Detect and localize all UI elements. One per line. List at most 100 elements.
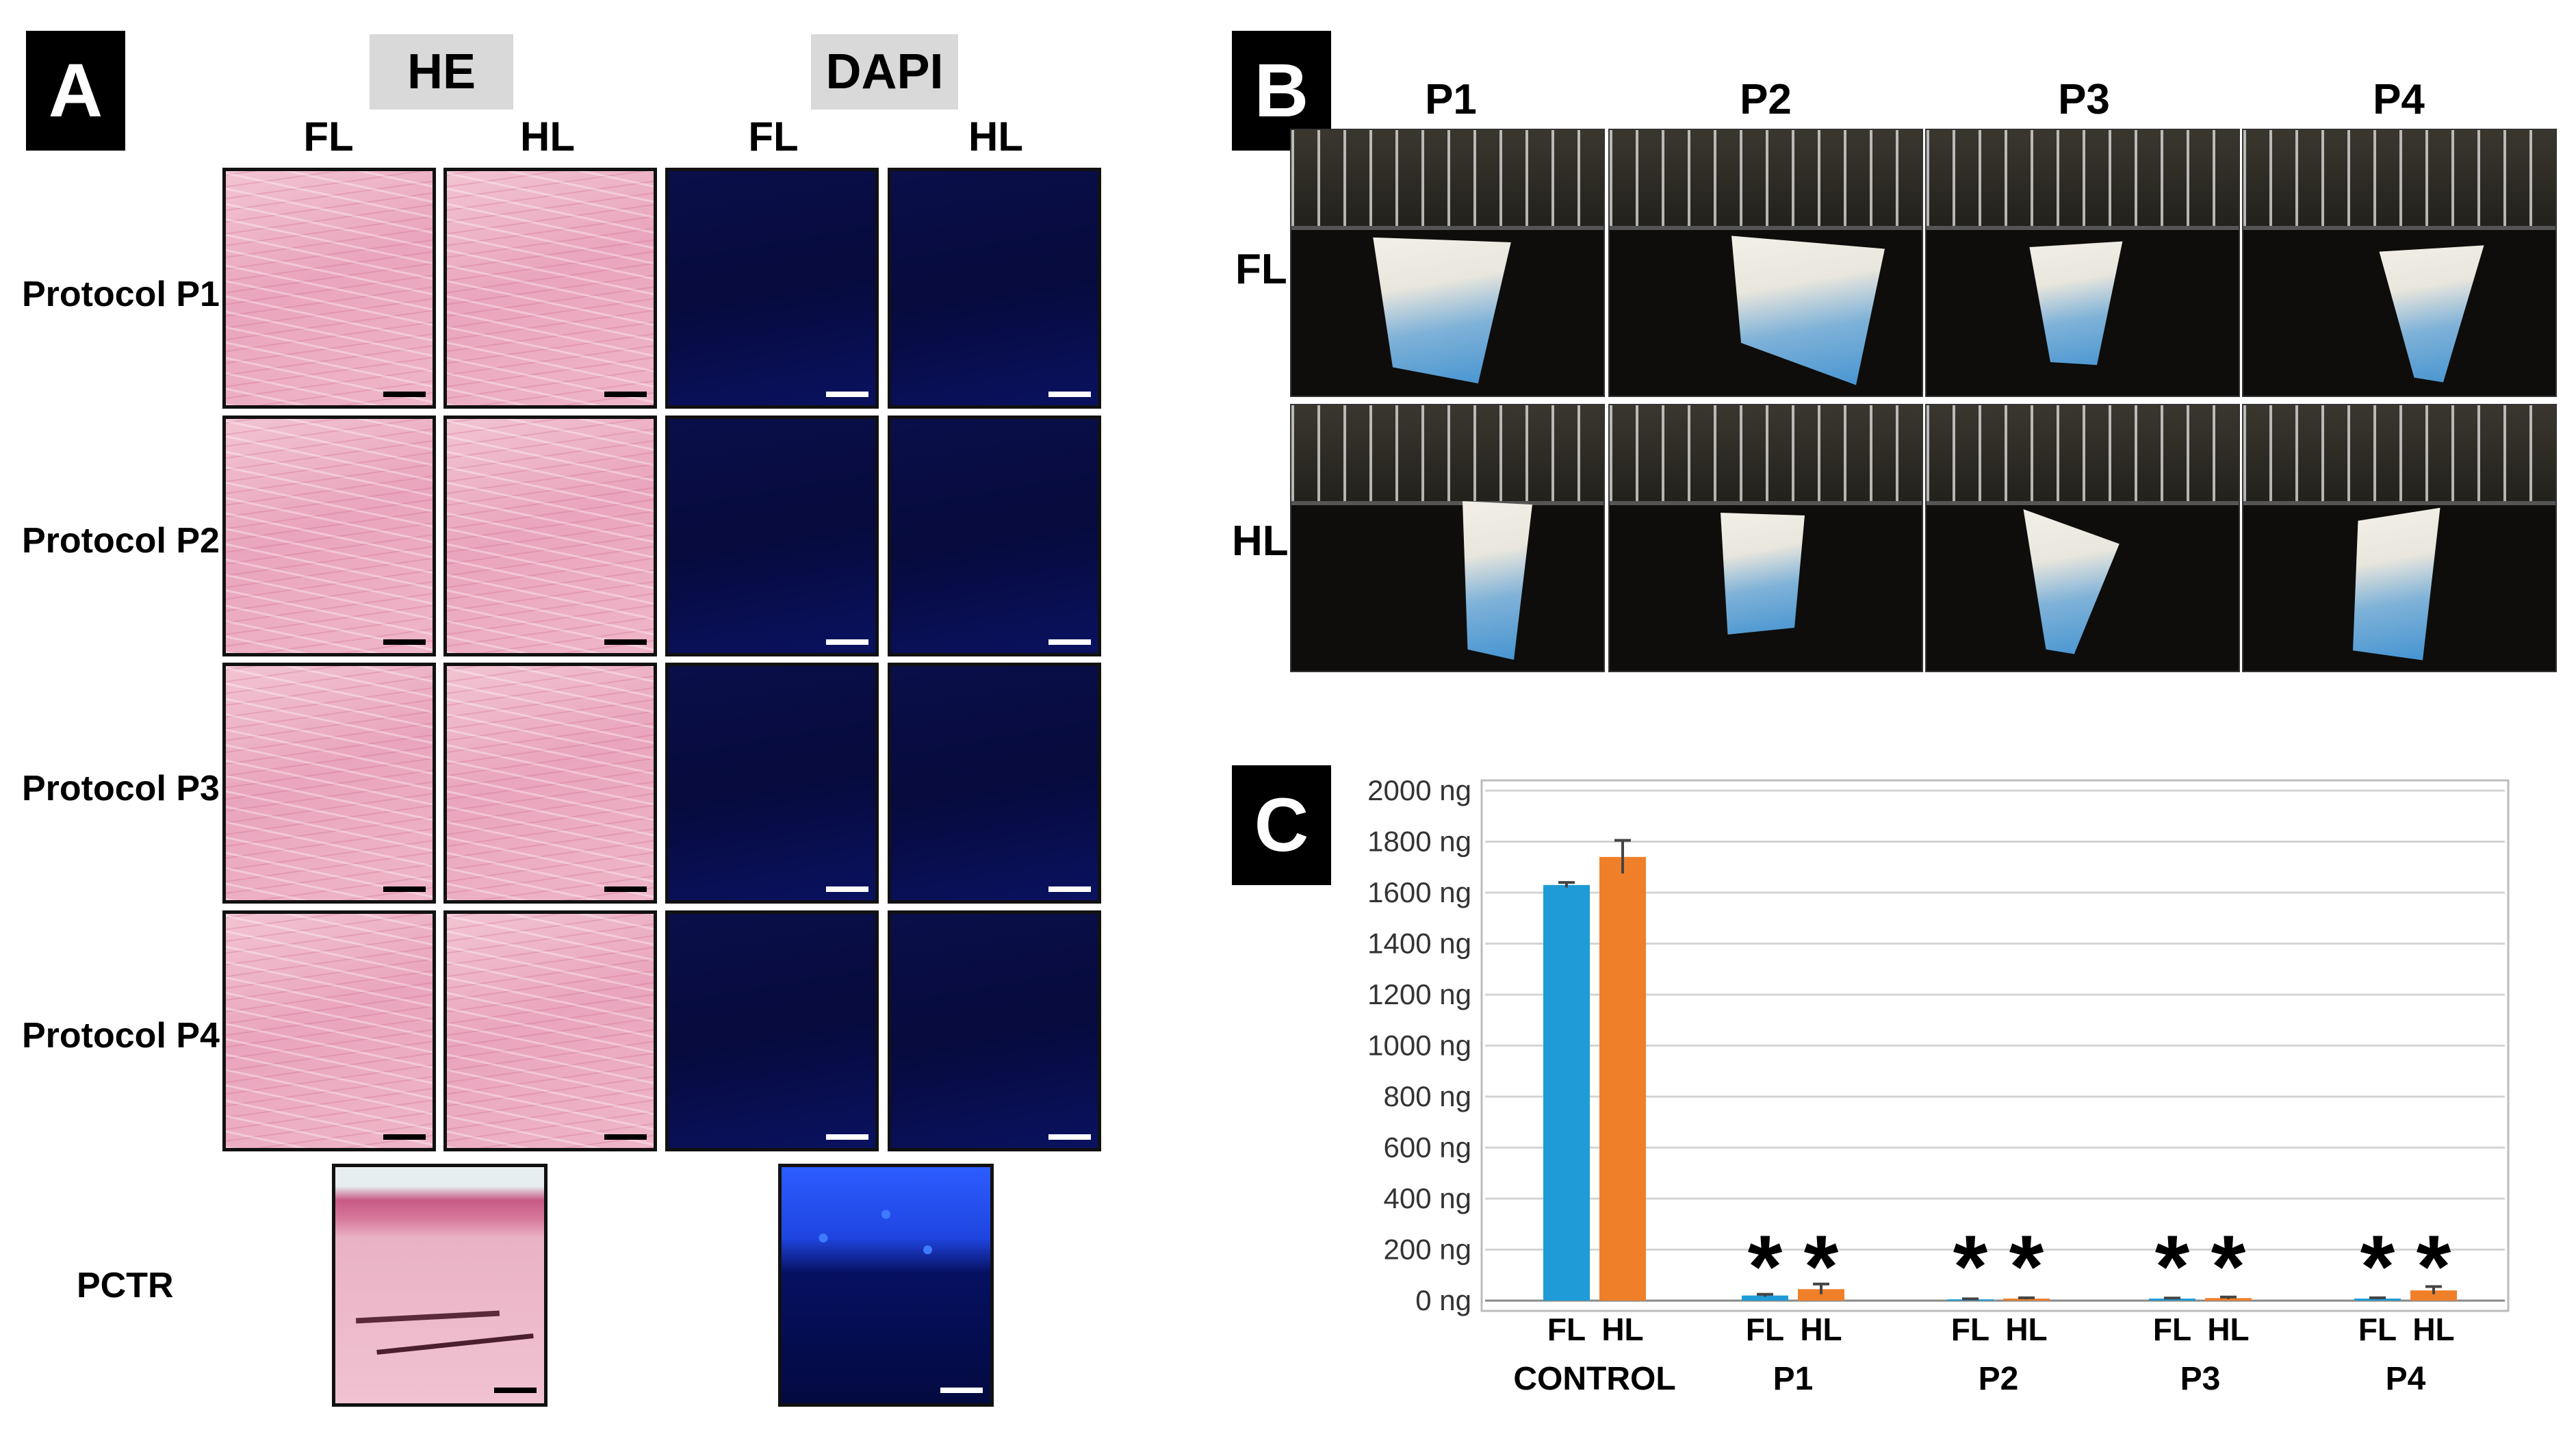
x-sub-label: FL xyxy=(1951,1312,1989,1347)
scale-bar xyxy=(826,639,868,645)
ruler xyxy=(1291,405,1603,501)
fl-p1-photo xyxy=(1290,129,1605,397)
x-sub-label: HL xyxy=(2412,1312,2454,1347)
scale-bar xyxy=(604,639,647,645)
scale-bar xyxy=(604,886,647,892)
he-fl-column-label: FL xyxy=(303,114,354,159)
ruler xyxy=(1927,405,2239,501)
scale-bar xyxy=(1048,1134,1091,1140)
significance-marker: * xyxy=(1804,1216,1839,1316)
x-sub-label: HL xyxy=(2207,1312,2249,1347)
tendon-sample xyxy=(2023,509,2120,654)
y-tick-label: 200 ng xyxy=(1384,1234,1471,1266)
pctr-he-image xyxy=(332,1164,548,1407)
dna-content-bar-chart: 2000 ng 1800 ng 1600 ng 1400 ng 1200 ng 1000 … xyxy=(1367,774,2510,1397)
ruler-edge xyxy=(1291,500,1603,505)
fl-p3-photo xyxy=(1925,129,2240,397)
significance-marker: * xyxy=(2417,1216,2451,1316)
panel-b-p3-column-label: P3 xyxy=(2058,76,2110,123)
x-group-label: P2 xyxy=(1979,1361,2019,1397)
fl-p2-photo xyxy=(1608,129,1923,397)
significance-marker: * xyxy=(1748,1216,1783,1316)
ruler xyxy=(1610,405,1922,501)
p1-he-hl-image xyxy=(443,168,657,409)
ruler-edge xyxy=(1610,500,1922,505)
ruler-edge xyxy=(2243,225,2555,230)
hl-p4-photo xyxy=(2242,404,2557,672)
p1-dapi-hl-image xyxy=(888,168,1101,409)
panel-b-fl-row-label: FL xyxy=(1235,246,1287,293)
p2-he-hl-image xyxy=(443,416,657,656)
panel-b-p1-column-label: P1 xyxy=(1425,76,1477,123)
hl-p3-photo xyxy=(1925,404,2240,672)
y-tick-label: 1200 ng xyxy=(1367,978,1471,1010)
scale-bar xyxy=(604,1134,647,1140)
bar-fl-control xyxy=(1543,884,1590,1301)
bar-fl-p1 xyxy=(1742,1295,1788,1301)
bar-hl-p2 xyxy=(2003,1299,2050,1301)
p1-dapi-fl-image xyxy=(665,168,879,409)
dapi-stain-label: DAPI xyxy=(811,34,958,110)
pctr-label: PCTR xyxy=(77,1266,174,1305)
panel-c-label: C xyxy=(1232,765,1331,885)
panel-b-p2-column-label: P2 xyxy=(1740,76,1792,123)
y-tick-label: 400 ng xyxy=(1384,1182,1471,1214)
y-tick-label: 0 ng xyxy=(1415,1284,1471,1316)
scale-bar xyxy=(1048,886,1091,892)
protocol-p1-label: Protocol P1 xyxy=(22,274,220,314)
fl-p4-photo xyxy=(2242,129,2557,397)
bar-fl-p4 xyxy=(2354,1299,2401,1301)
ruler xyxy=(1610,130,1922,226)
scale-bar xyxy=(826,886,868,892)
x-sub-label: FL xyxy=(1547,1312,1586,1347)
tendon-sample xyxy=(1463,501,1532,660)
bar-hl-p1 xyxy=(1798,1289,1844,1301)
scale-bar xyxy=(1048,639,1091,645)
dapi-fl-column-label: FL xyxy=(748,114,799,159)
bar-hl-p3 xyxy=(2205,1298,2252,1301)
significance-marker: * xyxy=(1953,1216,1988,1316)
ruler-edge xyxy=(1927,225,2239,230)
scale-bar xyxy=(1048,392,1091,397)
x-group-label: P1 xyxy=(1773,1361,1814,1397)
tendon-sample xyxy=(2353,507,2440,661)
p4-dapi-hl-image xyxy=(888,910,1101,1151)
scale-bar xyxy=(383,886,426,892)
ruler-edge xyxy=(1927,500,2239,505)
bar-hl-p4 xyxy=(2410,1290,2457,1301)
ruler-edge xyxy=(2243,500,2555,505)
x-sub-label: FL xyxy=(2358,1312,2397,1347)
y-tick-label: 1600 ng xyxy=(1367,876,1471,908)
x-sub-label: HL xyxy=(2005,1312,2047,1347)
ruler-edge xyxy=(1291,225,1603,230)
x-group-label: P3 xyxy=(2180,1361,2221,1397)
p4-dapi-fl-image xyxy=(665,910,879,1151)
tendon-sample xyxy=(1721,513,1805,635)
scale-bar xyxy=(383,1134,426,1140)
scale-bar xyxy=(383,392,426,397)
hl-p2-photo xyxy=(1608,404,1923,672)
ruler xyxy=(1927,130,2239,226)
panel-b-p4-column-label: P4 xyxy=(2373,76,2425,123)
x-sub-label: HL xyxy=(1601,1312,1643,1347)
y-tick-label: 1000 ng xyxy=(1367,1030,1471,1062)
x-sub-label: FL xyxy=(2153,1312,2191,1347)
p3-he-hl-image xyxy=(443,663,657,904)
y-tick-label: 800 ng xyxy=(1384,1080,1471,1112)
tendon-sample xyxy=(1373,237,1511,384)
x-group-label: P4 xyxy=(2386,1361,2426,1397)
x-sub-label: HL xyxy=(1800,1312,1842,1347)
p4-he-fl-image xyxy=(222,910,436,1151)
y-tick-label: 1800 ng xyxy=(1367,826,1471,858)
p1-he-fl-image xyxy=(222,168,436,409)
scale-bar xyxy=(826,392,868,397)
ruler xyxy=(2243,405,2555,501)
protocol-p4-label: Protocol P4 xyxy=(22,1016,220,1056)
panel-b-hl-row-label: HL xyxy=(1232,518,1289,565)
scale-bar xyxy=(826,1134,868,1140)
he-hl-column-label: HL xyxy=(520,114,575,159)
panel-a-label: A xyxy=(26,31,125,151)
x-group-label: CONTROL xyxy=(1513,1361,1675,1397)
significance-marker: * xyxy=(2009,1216,2044,1316)
pctr-dapi-image xyxy=(778,1164,994,1407)
